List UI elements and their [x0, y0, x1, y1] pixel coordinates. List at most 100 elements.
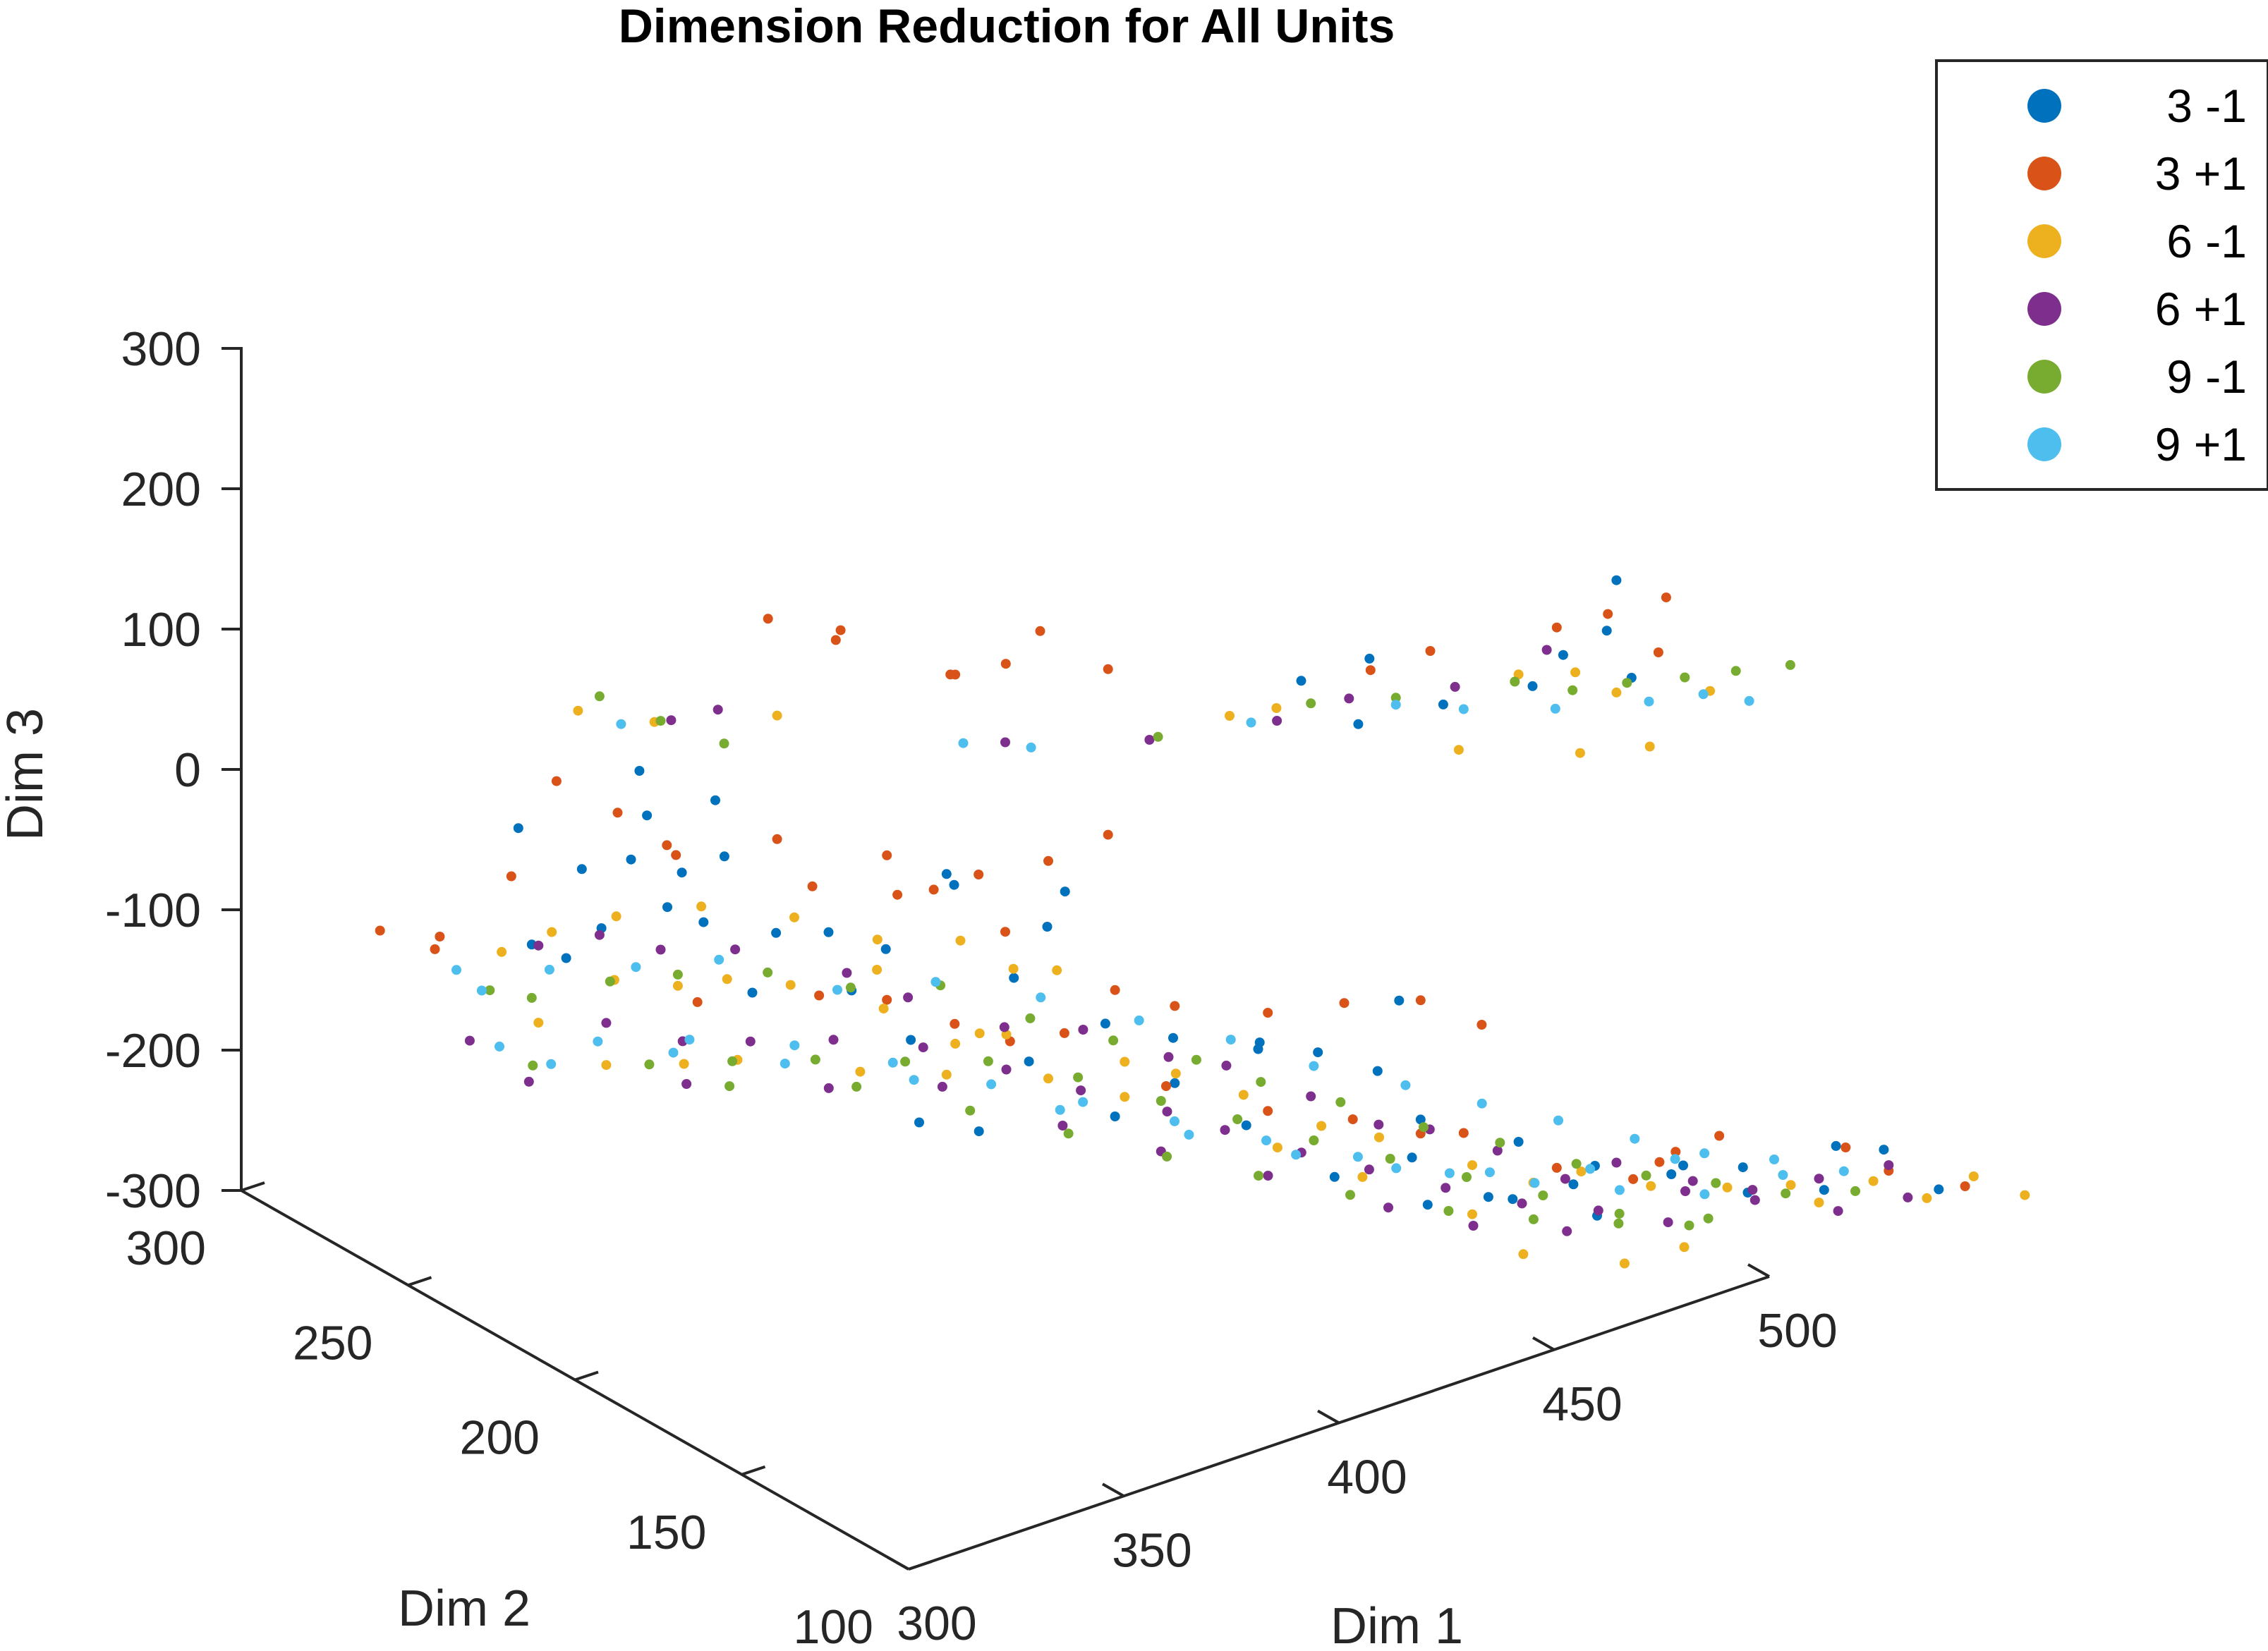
- legend-marker: [2027, 157, 2061, 190]
- data-point: [533, 940, 544, 951]
- data-point: [677, 867, 687, 878]
- data-point: [1744, 695, 1754, 706]
- legend-label: 3 +1: [2155, 147, 2247, 200]
- data-point: [547, 927, 557, 937]
- data-point: [1699, 1148, 1710, 1159]
- data-point: [1009, 973, 1019, 983]
- z-tick-label: -300: [105, 1164, 201, 1218]
- data-point: [533, 1018, 544, 1028]
- legend-marker: [2027, 292, 2061, 326]
- data-point: [1043, 1073, 1053, 1084]
- data-point: [1329, 1171, 1340, 1182]
- data-point: [1508, 1194, 1518, 1205]
- data-point: [1453, 745, 1464, 755]
- data-point: [594, 691, 605, 702]
- y-tick-label: 100: [794, 1600, 873, 1651]
- y-tick-label: 200: [460, 1411, 540, 1465]
- data-point: [1960, 1181, 1970, 1191]
- data-point: [1527, 681, 1538, 691]
- data-point: [485, 985, 495, 996]
- data-point: [878, 1004, 889, 1014]
- x-tick-mark: [1532, 1336, 1555, 1351]
- data-point: [724, 1081, 735, 1092]
- z-tick-label: 100: [121, 603, 201, 657]
- data-point: [1785, 659, 1795, 670]
- data-point: [1738, 1162, 1748, 1173]
- z-tick-label: 300: [121, 322, 201, 376]
- data-point: [1000, 927, 1010, 937]
- data-point: [1024, 1056, 1034, 1067]
- data-point: [1364, 653, 1375, 664]
- data-point: [1025, 1013, 1036, 1023]
- data-point: [1422, 1200, 1433, 1210]
- data-point: [1055, 1104, 1065, 1115]
- data-point: [1254, 1171, 1263, 1181]
- data-point: [1263, 1008, 1273, 1018]
- data-point: [1162, 1107, 1172, 1117]
- data-point: [772, 834, 782, 844]
- data-point: [1570, 667, 1581, 678]
- data-point: [882, 850, 892, 860]
- data-point: [965, 1105, 976, 1116]
- data-point: [430, 944, 440, 954]
- data-point: [1884, 1160, 1894, 1171]
- data-point: [1246, 717, 1256, 728]
- data-point: [1571, 1159, 1582, 1169]
- data-point: [1407, 1152, 1417, 1163]
- data-point: [605, 976, 615, 987]
- data-point: [1703, 1213, 1714, 1224]
- data-point: [745, 1036, 756, 1047]
- data-point: [903, 992, 914, 1003]
- data-point: [880, 944, 891, 954]
- data-point: [1161, 1081, 1171, 1091]
- data-point: [1553, 1115, 1563, 1126]
- data-point: [1241, 1120, 1251, 1131]
- data-point: [616, 719, 626, 729]
- data-point: [1619, 1258, 1630, 1269]
- data-point: [1711, 1178, 1721, 1188]
- data-point: [950, 1018, 960, 1029]
- x-tick-label: 500: [1757, 1304, 1837, 1358]
- data-point: [1611, 575, 1622, 585]
- data-point: [672, 969, 683, 980]
- data-point: [631, 962, 641, 973]
- data-point: [1306, 1091, 1316, 1102]
- data-point: [1060, 887, 1070, 897]
- data-point: [1879, 1145, 1889, 1155]
- data-point: [1680, 1186, 1690, 1196]
- data-point: [1444, 1168, 1455, 1178]
- x-tick-mark: [1747, 1263, 1770, 1278]
- data-point: [1052, 965, 1062, 975]
- data-point: [1271, 703, 1282, 713]
- data-point: [1476, 1020, 1487, 1030]
- x-tick-mark: [1102, 1482, 1124, 1497]
- data-point: [1483, 1192, 1493, 1202]
- data-point: [1576, 1166, 1587, 1177]
- legend-box: [1935, 59, 2268, 491]
- data-point: [1221, 1060, 1232, 1071]
- data-point: [1468, 1221, 1479, 1231]
- data-point: [1078, 1097, 1088, 1107]
- data-point: [1438, 699, 1448, 709]
- data-point: [1510, 676, 1520, 687]
- data-point: [1057, 1121, 1068, 1131]
- z-tick-label: 200: [121, 463, 201, 516]
- data-point: [1110, 1111, 1120, 1121]
- data-point: [1492, 1145, 1503, 1156]
- data-point: [1443, 1206, 1454, 1216]
- data-point: [1309, 1061, 1319, 1071]
- data-point: [950, 1038, 961, 1049]
- data-point: [1538, 1190, 1548, 1200]
- data-point: [730, 944, 741, 955]
- data-point: [1357, 1171, 1368, 1182]
- data-point: [576, 864, 587, 875]
- data-point: [1613, 1218, 1624, 1229]
- data-point: [1646, 1181, 1656, 1191]
- data-point: [1568, 1179, 1579, 1190]
- data-point: [1678, 1160, 1688, 1171]
- data-point: [1272, 716, 1282, 726]
- data-point: [612, 808, 623, 818]
- data-point: [1476, 1098, 1487, 1109]
- series-2: [375, 592, 1970, 1191]
